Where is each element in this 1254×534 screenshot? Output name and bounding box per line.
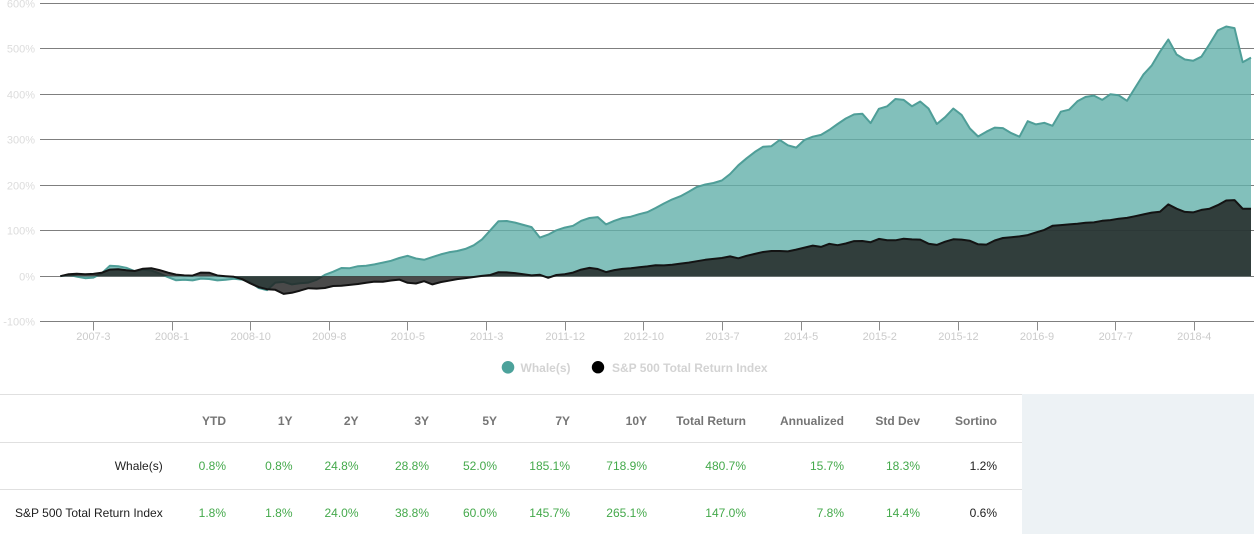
svg-text:300%: 300% bbox=[7, 135, 35, 147]
svg-text:200%: 200% bbox=[7, 181, 35, 193]
svg-text:400%: 400% bbox=[7, 90, 35, 102]
svg-text:2012-10: 2012-10 bbox=[624, 331, 664, 343]
svg-text:Whale(s): Whale(s) bbox=[521, 361, 571, 375]
svg-text:2011-3: 2011-3 bbox=[470, 331, 503, 343]
svg-text:2015-12: 2015-12 bbox=[938, 331, 978, 343]
svg-text:500%: 500% bbox=[7, 44, 35, 56]
svg-text:0%: 0% bbox=[19, 272, 35, 284]
svg-text:S&P 500 Total Return Index: S&P 500 Total Return Index bbox=[612, 361, 768, 375]
svg-text:2010-5: 2010-5 bbox=[391, 331, 425, 343]
svg-text:2008-1: 2008-1 bbox=[155, 331, 189, 343]
svg-text:2015-2: 2015-2 bbox=[863, 331, 897, 343]
svg-text:-100%: -100% bbox=[3, 317, 35, 329]
svg-text:600%: 600% bbox=[7, 0, 35, 11]
svg-text:2016-9: 2016-9 bbox=[1020, 331, 1054, 343]
svg-text:2007-3: 2007-3 bbox=[76, 331, 110, 343]
svg-text:2017-7: 2017-7 bbox=[1099, 331, 1133, 343]
svg-text:2008-10: 2008-10 bbox=[231, 331, 271, 343]
svg-text:100%: 100% bbox=[7, 226, 35, 238]
svg-text:2011-12: 2011-12 bbox=[545, 331, 585, 343]
svg-text:2014-5: 2014-5 bbox=[784, 331, 818, 343]
svg-text:2013-7: 2013-7 bbox=[705, 331, 739, 343]
svg-text:2009-8: 2009-8 bbox=[312, 331, 346, 343]
svg-text:2018-4: 2018-4 bbox=[1177, 331, 1211, 343]
